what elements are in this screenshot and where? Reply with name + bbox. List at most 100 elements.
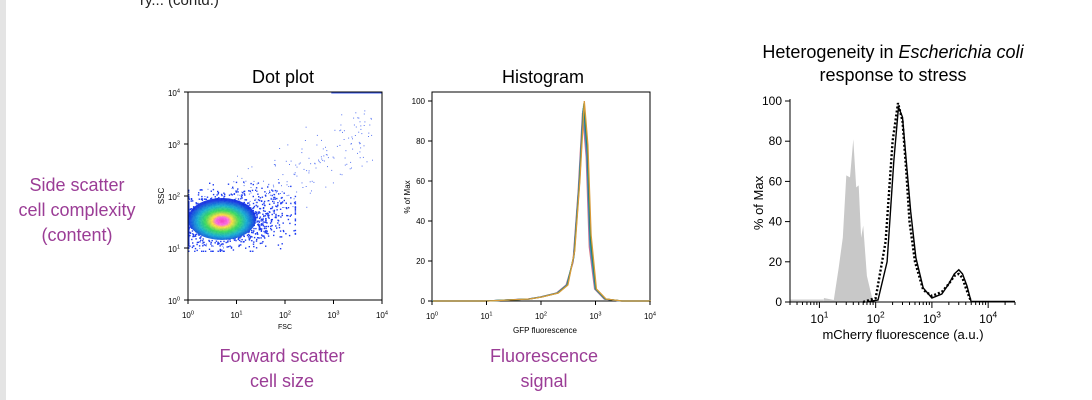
dot-plot-point <box>255 227 257 230</box>
dot-plot-point <box>259 242 262 245</box>
dot-plot-point <box>288 194 290 196</box>
dot-plot-point <box>257 233 259 235</box>
dot-plot-point <box>357 152 358 154</box>
dot-plot-caption-2: cell size <box>250 371 314 391</box>
dot-plot-point <box>259 216 262 218</box>
dot-plot-point <box>273 196 275 199</box>
dot-plot-point <box>208 240 211 243</box>
dot-plot-point <box>350 161 352 163</box>
histogram-xtick-label: 104 <box>644 311 656 321</box>
dot-plot-point <box>273 186 275 188</box>
dot-plot-point <box>200 239 202 241</box>
dot-plot-point <box>278 224 281 226</box>
dot-plot-point <box>308 170 310 172</box>
dot-plot-point <box>349 168 351 170</box>
dot-plot-ytick-label: 104 <box>168 88 180 98</box>
dot-plot-point <box>238 245 240 248</box>
dot-plot-point <box>205 244 207 246</box>
dot-plot-point <box>353 117 355 119</box>
dot-plot-point <box>258 227 260 229</box>
dot-plot-point <box>302 187 304 188</box>
dot-plot-point <box>189 208 192 210</box>
dot-plot-point <box>237 175 238 177</box>
dot-plot-point <box>197 241 199 243</box>
dot-plot-point <box>273 234 275 237</box>
dot-plot-point <box>327 166 328 168</box>
window-edge <box>0 0 6 400</box>
dot-plot-point <box>362 156 364 158</box>
ecoli-title-line-1: Heterogeneity in Escherichia coli <box>762 42 1024 62</box>
dot-plot-point <box>260 237 262 239</box>
dot-plot-point <box>286 184 288 186</box>
dot-plot-point <box>201 189 203 191</box>
dot-plot-point <box>271 219 273 221</box>
dot-plot-point <box>190 198 193 200</box>
dot-plot-point <box>231 194 233 196</box>
dot-plot-point <box>270 221 273 223</box>
dot-plot-point <box>304 140 306 141</box>
dot-plot-point <box>243 235 245 238</box>
dot-plot-point <box>273 210 275 213</box>
dot-plot-point <box>240 196 243 198</box>
dot-plot-point <box>188 240 190 242</box>
dot-plot-point <box>289 222 291 225</box>
ecoli-axes: 0 20 40 60 80 100 101 102 103 104 <box>762 94 1016 326</box>
dot-plot-point <box>273 164 275 165</box>
dot-plot-point <box>235 191 238 193</box>
dot-plot-point <box>249 237 251 239</box>
dot-plot-point <box>258 220 260 222</box>
dot-plot-point <box>188 247 190 249</box>
histogram-ytick-label: 40 <box>416 217 425 226</box>
dot-plot-point <box>227 246 230 248</box>
dot-plot-point <box>188 213 190 215</box>
dot-plot-point <box>258 237 260 239</box>
dot-plot-point <box>262 210 265 212</box>
dot-plot-point <box>318 160 320 162</box>
dot-plot-point <box>318 159 319 161</box>
dot-plot-point <box>195 202 197 204</box>
dot-plot-point <box>201 250 203 252</box>
dot-plot-point <box>354 135 356 136</box>
dot-plot-point <box>260 220 262 222</box>
dot-plot-point <box>290 203 292 205</box>
dot-plot-point <box>188 227 191 229</box>
dot-plot-point <box>255 240 258 242</box>
dot-plot-point <box>193 235 195 238</box>
dot-plot-point <box>250 182 252 185</box>
dot-plot-point <box>260 229 263 232</box>
dot-plot-point <box>247 202 249 204</box>
dot-plot-point <box>260 223 263 225</box>
dot-plot-point <box>280 203 282 205</box>
dot-plot-point <box>265 232 268 234</box>
dot-plot-point <box>340 124 342 126</box>
dot-plot-point <box>188 236 190 238</box>
dot-plot: Dot plot 100 101 102 103 104100101102103104 … <box>157 67 388 391</box>
dot-plot-point <box>274 189 277 192</box>
dot-plot-point <box>323 155 325 157</box>
dot-plot-point <box>258 199 261 202</box>
dot-plot-point <box>264 204 266 207</box>
dot-plot-point <box>311 180 313 182</box>
dot-plot-point <box>233 193 236 195</box>
dot-plot-point <box>270 229 273 231</box>
dot-plot-point <box>294 218 297 220</box>
dot-plot-point <box>264 191 266 193</box>
dot-plot-point <box>264 210 266 212</box>
dot-plot-point <box>289 164 290 165</box>
dot-plot-point <box>281 214 283 217</box>
dot-plot-point <box>188 201 190 204</box>
histogram-series-line <box>431 110 650 302</box>
dot-plot-point <box>294 206 297 209</box>
dot-plot-point <box>198 198 200 200</box>
dot-plot-point <box>238 237 240 239</box>
dot-plot-point <box>229 239 231 241</box>
dot-plot-point <box>221 249 223 251</box>
dot-plot-point <box>243 181 245 183</box>
dot-plot-point <box>279 208 282 210</box>
dot-plot-point <box>308 172 310 174</box>
dot-plot-point <box>261 196 264 198</box>
dot-plot-point <box>282 174 284 176</box>
dot-plot-point <box>248 234 251 236</box>
histogram-plot: Histogram 100 101 102 103 104 0 20 40 60 80 100 GF… <box>403 67 656 391</box>
